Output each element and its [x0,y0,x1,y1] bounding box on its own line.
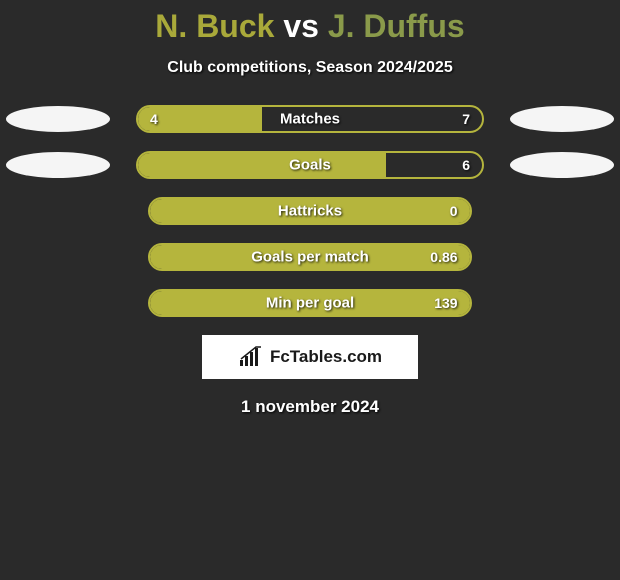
stat-label: Matches [280,111,340,128]
date-text: 1 november 2024 [0,397,620,417]
stat-bar: Goals 6 [136,151,484,179]
team-badge-right [510,106,614,132]
stat-row-matches: 4 Matches 7 [0,105,620,133]
stat-value-right: 139 [434,295,457,311]
stat-row-mpg: Min per goal 139 [0,289,620,317]
team-badge-right [510,152,614,178]
player2-name: J. Duffus [328,8,465,44]
page-title: N. Buck vs J. Duffus [0,8,620,45]
stat-value-right: 6 [462,157,470,173]
stat-bar-fill [138,153,386,177]
stat-value-left: 4 [150,111,158,127]
logo-box: FcTables.com [202,335,418,379]
subtitle: Club competitions, Season 2024/2025 [0,59,620,77]
team-badge-left [6,106,110,132]
player1-name: N. Buck [155,8,274,44]
stat-bar: Min per goal 139 [148,289,471,317]
team-badge-left [6,152,110,178]
stat-label: Goals [289,157,331,174]
stat-bar: Goals per match 0.86 [148,243,471,271]
stat-value-right: 7 [462,111,470,127]
stat-label: Min per goal [266,295,354,312]
stat-value-right: 0 [450,203,458,219]
stat-row-gpm: Goals per match 0.86 [0,243,620,271]
logo-text: FcTables.com [270,347,382,367]
stat-row-hattricks: Hattricks 0 [0,197,620,225]
stat-label: Hattricks [278,203,342,220]
barchart-icon [238,346,264,368]
stat-value-right: 0.86 [430,249,457,265]
stat-row-goals: Goals 6 [0,151,620,179]
vs-text: vs [283,8,319,44]
comparison-chart: N. Buck vs J. Duffus Club competitions, … [0,0,620,417]
stat-bar: 4 Matches 7 [136,105,484,133]
stat-label: Goals per match [251,249,369,266]
stat-bar: Hattricks 0 [148,197,471,225]
